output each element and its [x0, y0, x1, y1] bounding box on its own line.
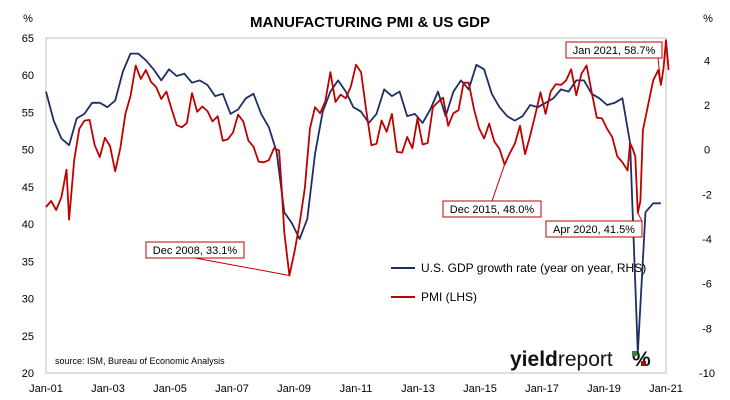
legend-label-pmi: PMI (LHS)	[421, 290, 477, 304]
annotation-leader	[657, 57, 662, 85]
svg-text:yieldreport: yieldreport	[510, 348, 613, 371]
annotation-box	[565, 41, 663, 59]
left-tick-label: 35	[22, 256, 34, 268]
legend-label-gdp: U.S. GDP growth rate (year on year, RHS)	[421, 261, 646, 275]
x-tick-label: Jan-11	[340, 383, 373, 395]
x-tick-label: Jan-05	[153, 383, 187, 395]
source-note: source: ISM, Bureau of Economic Analysis	[55, 356, 225, 366]
yieldreport-logo: yieldreport %	[510, 348, 651, 371]
left-tick-label: 45	[22, 182, 34, 194]
annotation-leader	[491, 164, 506, 202]
x-tick-label: Jan-03	[91, 383, 125, 395]
annotation-box	[145, 241, 245, 259]
left-tick-label: 55	[22, 107, 34, 119]
left-axis-unit: %	[23, 13, 33, 25]
left-tick-label: 20	[22, 368, 34, 380]
logo-green-square	[632, 351, 637, 356]
right-tick-label: -4	[702, 234, 712, 246]
x-tick-label: Jan-15	[463, 383, 497, 395]
annotation-label: Dec 2008, 33.1%	[153, 245, 238, 257]
x-tick-label: Jan-21	[649, 383, 683, 395]
x-tick-label: Jan-17	[525, 383, 559, 395]
annotation-label: Jan 2021, 58.7%	[573, 45, 656, 57]
left-axis: 20 25 30 35 40 45 50 55 60 65	[22, 33, 34, 380]
right-tick-label: 4	[704, 55, 710, 67]
x-tick-label: Jan-19	[587, 383, 621, 395]
right-tick-label: 0	[704, 145, 710, 157]
x-axis: Jan-01 Jan-03 Jan-05 Jan-07 Jan-09 Jan-11 Jan-…	[29, 383, 683, 395]
right-tick-label: -2	[702, 189, 712, 201]
annotation-box	[442, 200, 542, 218]
right-tick-label: -6	[702, 279, 712, 291]
annotation-leader	[194, 257, 290, 276]
logo-red-square	[641, 361, 646, 366]
chart-title: MANUFACTURING PMI & US GDP	[250, 14, 490, 31]
x-tick-label: Jan-01	[29, 383, 63, 395]
left-tick-label: 40	[22, 219, 34, 231]
left-tick-label: 25	[22, 331, 34, 343]
left-tick-label: 30	[22, 294, 34, 306]
annotation-label: Dec 2015, 48.0%	[450, 204, 535, 216]
x-tick-label: Jan-07	[215, 383, 249, 395]
annotation-label: Apr 2020, 41.5%	[553, 224, 635, 236]
right-axis: -10 -8 -6 -4 -2 0 2 4	[699, 55, 715, 380]
left-tick-label: 65	[22, 33, 34, 45]
right-tick-label: 2	[704, 100, 710, 112]
annotation-leader	[637, 212, 643, 222]
series-layer	[45, 39, 670, 354]
annotation-layer: Dec 2008, 33.1% Dec 2015, 48.0% Apr 2020, …	[145, 41, 663, 276]
x-tick-label: Jan-09	[277, 383, 311, 395]
right-tick-label: -10	[699, 368, 715, 380]
annotation-box	[545, 220, 643, 238]
left-tick-label: 60	[22, 70, 34, 82]
x-tick-label: Jan-13	[401, 383, 435, 395]
plot-area	[45, 37, 667, 374]
right-axis-unit: %	[703, 13, 713, 25]
right-tick-label: -8	[702, 323, 712, 335]
gdp-series-line	[45, 52, 661, 354]
pmi-series-line	[45, 39, 670, 277]
left-tick-label: 50	[22, 145, 34, 157]
